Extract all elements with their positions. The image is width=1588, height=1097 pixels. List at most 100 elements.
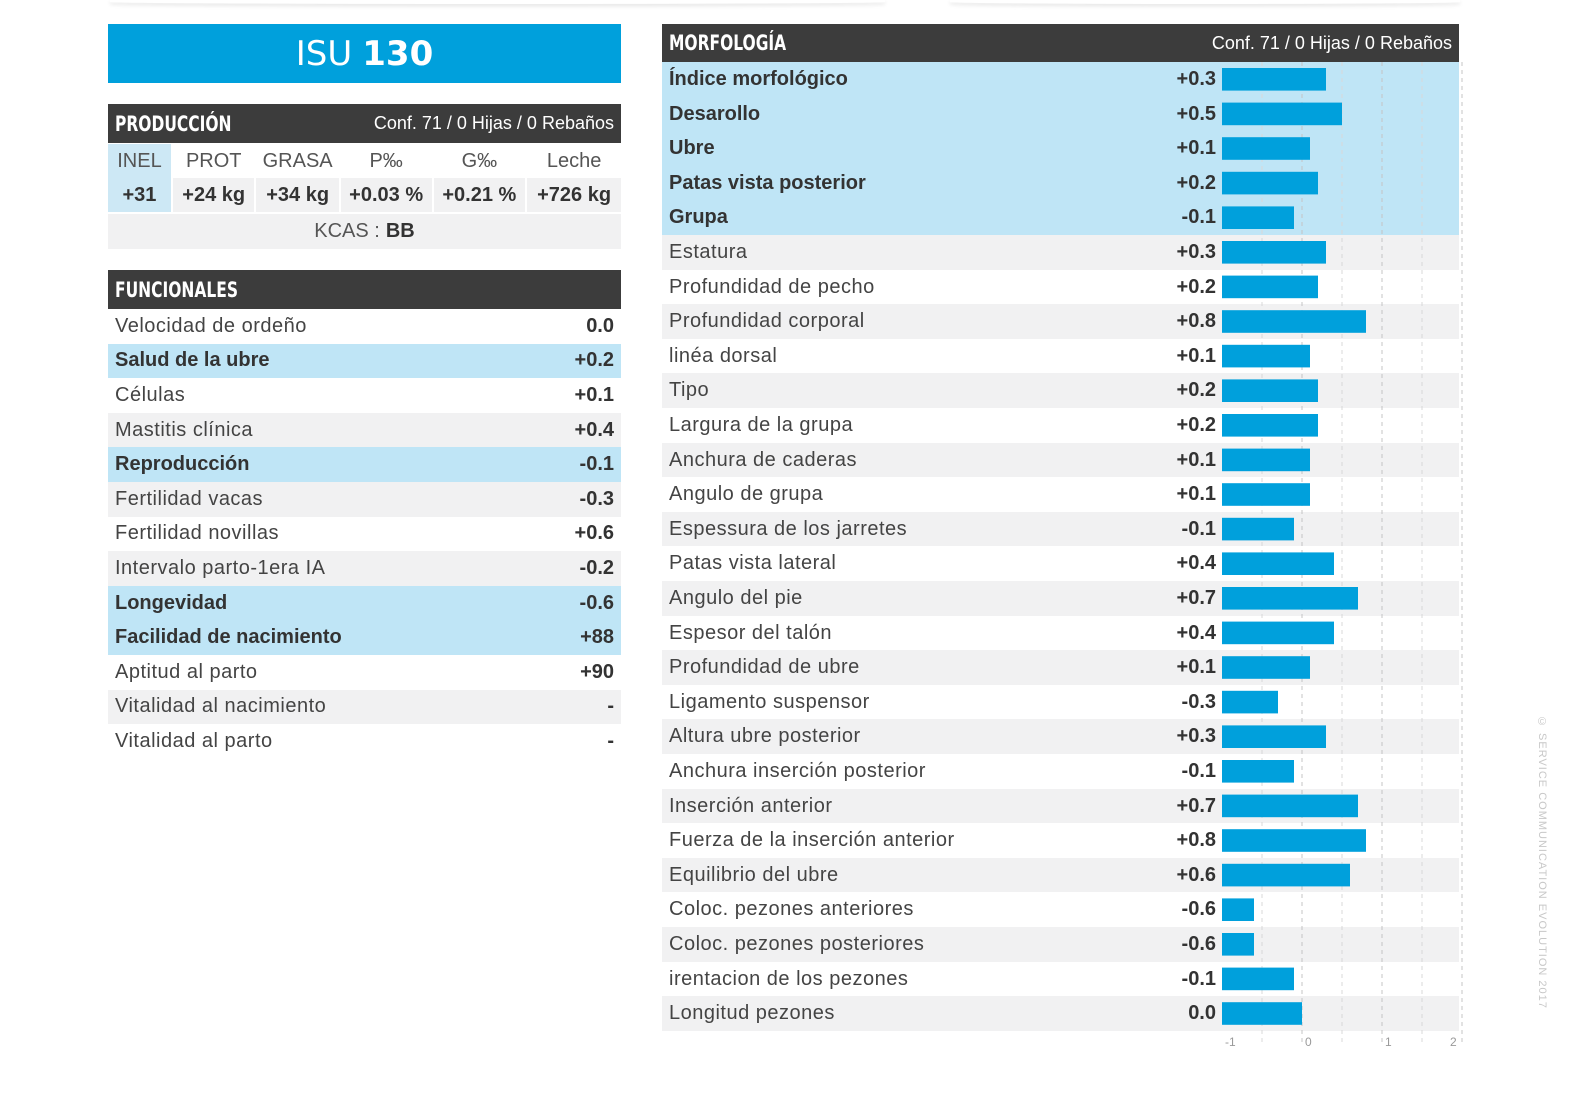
morfologia-label: Tipo xyxy=(669,379,710,402)
funcional-value: - xyxy=(607,695,614,718)
morfologia-value: +0.1 xyxy=(1176,344,1216,367)
morfologia-label: Profundidad de ubre xyxy=(669,656,860,679)
morfologia-label: Largura de la grupa xyxy=(669,414,854,436)
kcas-value: BB xyxy=(385,220,415,242)
morfologia-row: irentacion de los pezones -0.1 xyxy=(662,962,1459,997)
morfologia-value: +0.2 xyxy=(1176,275,1216,298)
funcional-row: Facilidad de nacimiento +88 xyxy=(108,620,621,655)
morfologia-label: Angulo del pie xyxy=(669,587,803,609)
morfologia-value: -0.1 xyxy=(1181,517,1216,540)
value-g: +0.21 % xyxy=(432,178,528,212)
x-tick-label: 1 xyxy=(1385,1035,1392,1049)
morfologia-label: Patas vista posterior xyxy=(669,171,866,194)
morfologia-row: Altura ubre posterior +0.3 xyxy=(662,719,1459,754)
bar xyxy=(1222,898,1254,921)
morfologia-label: Espessura de los jarretes xyxy=(669,517,908,540)
morfologia-value: -0.6 xyxy=(1181,898,1216,921)
morfologia-row: Patas vista posterior +0.2 xyxy=(662,165,1459,201)
produccion-title: PRODUCCIÓN xyxy=(115,111,232,136)
morfologia-conf: Conf. 71 / 0 Hijas / 0 Rebaños xyxy=(1211,32,1452,53)
morfologia-label: irentacion de los pezones xyxy=(669,967,909,990)
bar xyxy=(1222,587,1358,610)
funcional-label: Fertilidad vacas xyxy=(115,487,264,510)
funcional-row: Longevidad -0.6 xyxy=(108,585,621,621)
morfologia-row: Profundidad de pecho +0.2 xyxy=(662,270,1459,305)
funcional-row: Vitalidad al parto - xyxy=(108,724,621,759)
morfologia-value: -0.1 xyxy=(1181,967,1216,990)
bar xyxy=(1222,448,1310,472)
morfologia-row: Espesor del talón +0.4 xyxy=(662,616,1459,651)
header-grasa: GRASA xyxy=(255,144,341,178)
morfologia-label: Desarollo xyxy=(669,102,761,125)
morfologia-row: Anchura de caderas +0.1 xyxy=(662,442,1459,478)
bar xyxy=(1222,760,1294,783)
morfologia-value: +0.1 xyxy=(1176,137,1216,160)
morfologia-value: -0.6 xyxy=(1181,933,1216,955)
kcas-row: KCAS : BB xyxy=(108,214,621,249)
morfologia-label: Profundidad de pecho xyxy=(669,275,875,298)
bar xyxy=(1222,933,1254,956)
morfologia-row: Anchura inserción posterior -0.1 xyxy=(662,754,1459,789)
bar xyxy=(1222,690,1278,714)
bar xyxy=(1222,552,1334,575)
morfologia-row: Estatura +0.3 xyxy=(662,235,1459,270)
header-g: G‰ xyxy=(432,144,528,178)
morfologia-label: Altura ubre posterior xyxy=(669,725,861,748)
bar xyxy=(1222,967,1294,991)
morfologia-row: Fuerza de la inserción anterior +0.8 xyxy=(662,823,1459,858)
morfologia-value: +0.6 xyxy=(1176,863,1216,886)
morfologia-value: +0.4 xyxy=(1176,621,1216,644)
bar xyxy=(1222,344,1310,368)
morfologia-label: Angulo de grupa xyxy=(669,483,824,506)
morfologia-value: -0.3 xyxy=(1181,690,1216,713)
morfologia-label: Espesor del talón xyxy=(669,621,833,644)
morfologia-value: +0.8 xyxy=(1176,310,1216,333)
funcional-label: Longevidad xyxy=(115,591,228,614)
bar xyxy=(1222,656,1310,679)
morfologia-value: +0.7 xyxy=(1176,587,1216,609)
funcional-row: Células +0.1 xyxy=(108,378,621,413)
morfologia-value: +0.2 xyxy=(1176,379,1216,402)
funcional-value: -0.2 xyxy=(579,556,614,579)
funcional-label: Vitalidad al parto xyxy=(115,729,273,752)
funcional-label: Velocidad de ordeño xyxy=(115,314,307,337)
morfologia-label: Ligamento suspensor xyxy=(669,690,870,713)
funcional-value: +0.6 xyxy=(574,522,614,545)
morfologia-value: +0.4 xyxy=(1176,552,1216,575)
morfologia-header: MORFOLOGÍA Conf. 71 / 0 Hijas / 0 Rebaño… xyxy=(662,24,1459,62)
header-leche: Leche xyxy=(546,149,602,172)
morfologia-value: +0.2 xyxy=(1176,171,1216,194)
morfologia-label: Profundidad corporal xyxy=(669,310,865,333)
morfologia-value: +0.3 xyxy=(1176,241,1216,263)
morfologia-value: +0.2 xyxy=(1176,414,1216,436)
morfologia-value: +0.3 xyxy=(1176,68,1216,90)
funcional-row: Vitalidad al nacimiento - xyxy=(108,689,621,725)
funcional-value: +0.1 xyxy=(574,383,614,406)
funcional-label: Células xyxy=(115,383,186,406)
funcional-label: Fertilidad novillas xyxy=(115,522,280,545)
morfologia-label: Inserción anterior xyxy=(669,794,833,817)
funcional-row: Reproducción -0.1 xyxy=(108,447,621,482)
bar xyxy=(1222,310,1366,333)
funcional-label: Reproducción xyxy=(115,453,250,476)
morfologia-title: MORFOLOGÍA xyxy=(669,31,787,55)
morfologia-value: 0.0 xyxy=(1188,1002,1216,1025)
morfologia-row: Coloc. pezones posteriores -0.6 xyxy=(662,927,1459,962)
morfologia-label: Patas vista lateral xyxy=(669,552,837,575)
funcional-label: Salud de la ubre xyxy=(115,349,270,372)
morfologia-value: -0.1 xyxy=(1181,760,1216,782)
funcional-value: - xyxy=(607,729,614,752)
bar xyxy=(1222,621,1334,645)
header-p: P‰ xyxy=(339,144,434,178)
bar xyxy=(1222,171,1318,195)
x-tick-label: 2 xyxy=(1450,1035,1457,1049)
value-leche: +726 kg xyxy=(526,178,621,212)
x-tick-label: -1 xyxy=(1225,1035,1236,1049)
morfologia-row: Tipo +0.2 xyxy=(662,373,1459,408)
funcional-value: +90 xyxy=(580,660,614,683)
morfologia-row: Patas vista lateral +0.4 xyxy=(662,546,1459,581)
morfologia-label: Fuerza de la inserción anterior xyxy=(669,829,955,852)
value-p: +0.03 % xyxy=(339,178,434,212)
bar xyxy=(1222,863,1350,887)
